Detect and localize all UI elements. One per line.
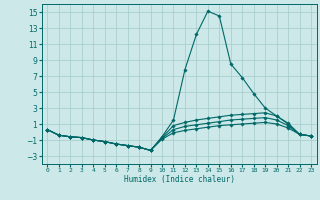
X-axis label: Humidex (Indice chaleur): Humidex (Indice chaleur) [124,175,235,184]
